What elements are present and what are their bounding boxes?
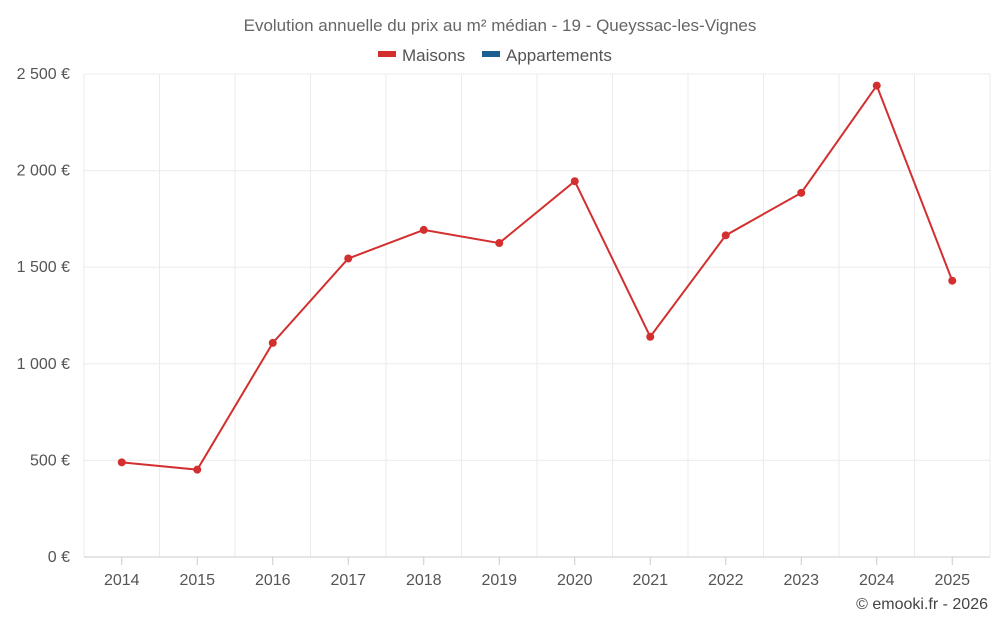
y-tick-label: 2 000 € [17, 163, 70, 180]
x-tick-label: 2020 [557, 572, 593, 589]
legend-swatch [378, 51, 396, 57]
data-point[interactable] [646, 332, 655, 341]
legend-swatch [482, 51, 500, 57]
legend: Maisons Appartements [378, 46, 612, 65]
y-tick-label: 1 000 € [17, 356, 70, 373]
data-point[interactable] [419, 225, 428, 234]
data-point[interactable] [797, 188, 806, 197]
y-tick-label: 500 € [30, 452, 70, 469]
x-tick-label: 2015 [179, 572, 215, 589]
x-tick-label: 2024 [859, 572, 895, 589]
data-point[interactable] [193, 465, 202, 474]
series-layer [117, 81, 957, 474]
chart-credit: © emooki.fr - 2026 [856, 596, 988, 613]
legend-item[interactable]: Maisons [378, 46, 465, 65]
data-point[interactable] [570, 177, 579, 186]
legend-label: Appartements [506, 46, 612, 65]
x-tick-label: 2016 [255, 572, 291, 589]
chart-title: Evolution annuelle du prix au m² médian … [244, 16, 757, 35]
x-tick-label: 2018 [406, 572, 442, 589]
series-maisons [117, 81, 957, 474]
x-tick-label: 2017 [330, 572, 366, 589]
x-tick-label: 2025 [934, 572, 970, 589]
x-tick-label: 2019 [481, 572, 517, 589]
data-point[interactable] [344, 254, 353, 263]
y-tick-label: 1 500 € [17, 259, 70, 276]
data-point[interactable] [721, 231, 730, 240]
data-point[interactable] [268, 338, 277, 347]
x-axis: 2014 2015 2016 2017 2018 2019 2020 2021 2022 2023… [84, 556, 990, 589]
y-axis: 0 € 500 € 1 000 € 1 500 € 2 000 € 2 500 € [17, 66, 70, 566]
y-tick-label: 2 500 € [17, 66, 70, 83]
legend-item[interactable]: Appartements [482, 46, 612, 65]
legend-label: Maisons [402, 46, 465, 65]
data-point[interactable] [117, 458, 126, 467]
x-tick-label: 2014 [104, 572, 140, 589]
x-tick-label: 2023 [783, 572, 819, 589]
y-tick-label: 0 € [48, 549, 70, 566]
series-line [121, 83, 954, 471]
x-tick-label: 2021 [632, 572, 668, 589]
data-point[interactable] [948, 276, 957, 285]
grid-lines [83, 73, 991, 557]
data-point[interactable] [495, 239, 504, 248]
data-point[interactable] [872, 81, 881, 90]
x-tick-label: 2022 [708, 572, 744, 589]
